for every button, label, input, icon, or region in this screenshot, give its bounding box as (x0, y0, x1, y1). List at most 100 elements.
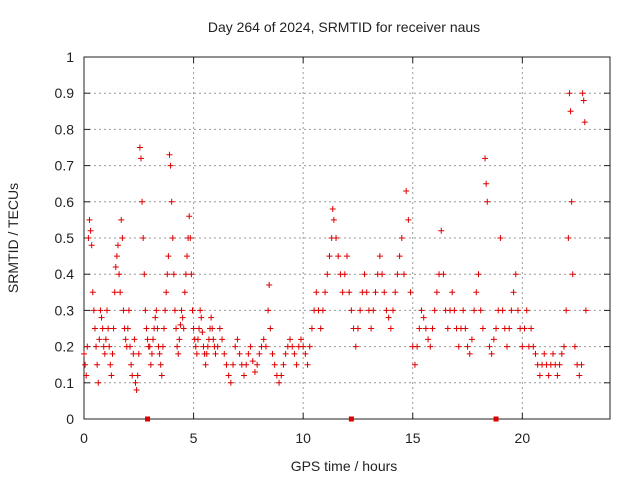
data-point (167, 162, 174, 169)
data-point (193, 350, 200, 357)
data-point (144, 336, 151, 343)
data-point (107, 361, 114, 368)
data-point (223, 361, 230, 368)
data-point (528, 325, 535, 332)
data-point (84, 343, 91, 350)
data-point (306, 343, 313, 350)
data-point (361, 271, 368, 278)
data-point (387, 325, 394, 332)
data-point (108, 372, 115, 379)
data-point (398, 235, 405, 241)
data-point (100, 343, 107, 350)
zero-marker (493, 416, 499, 422)
data-point (117, 289, 124, 296)
data-point (578, 361, 585, 368)
data-point (571, 343, 578, 350)
data-point (175, 350, 182, 357)
data-point (289, 343, 296, 350)
data-point (581, 119, 588, 126)
data-point (390, 307, 397, 314)
data-point (313, 289, 320, 296)
data-point (420, 314, 427, 321)
data-point (83, 372, 90, 379)
data-point (162, 307, 169, 314)
data-point (245, 350, 252, 357)
data-point (385, 314, 392, 321)
data-point (148, 350, 155, 357)
data-point (143, 325, 150, 332)
data-point (326, 253, 333, 260)
data-point (146, 343, 153, 350)
data-point (141, 271, 148, 278)
data-point (165, 253, 172, 260)
data-point (240, 372, 247, 379)
data-point (541, 350, 548, 357)
data-point (136, 144, 143, 151)
data-point (87, 227, 94, 234)
data-point (234, 336, 241, 343)
data-point (383, 307, 390, 314)
data-point (225, 372, 232, 379)
data-point (348, 307, 355, 314)
data-point (94, 361, 101, 368)
data-point (422, 325, 429, 332)
data-point (266, 282, 273, 289)
data-point (536, 372, 543, 379)
data-point (134, 372, 141, 379)
data-point (188, 271, 195, 278)
data-point (173, 325, 180, 332)
data-point (394, 271, 401, 278)
data-point (566, 90, 573, 97)
data-point (396, 253, 403, 260)
data-point (142, 307, 149, 314)
data-point (280, 361, 287, 368)
data-point (405, 216, 412, 223)
data-point (523, 307, 530, 314)
data-point (479, 325, 486, 332)
data-point (254, 361, 261, 368)
data-point (90, 307, 97, 314)
data-point (466, 350, 473, 357)
data-point (202, 361, 209, 368)
data-point (177, 321, 184, 328)
data-point (532, 350, 539, 357)
y-tick-label: 0.8 (55, 121, 75, 137)
data-point (139, 198, 146, 205)
data-point (580, 97, 587, 104)
data-point (370, 307, 377, 314)
data-point (101, 350, 108, 357)
data-point (196, 325, 203, 332)
x-tick-label: 10 (295, 430, 311, 446)
data-point (346, 289, 353, 296)
data-points (81, 90, 589, 422)
y-tick-label: 0.6 (55, 194, 75, 210)
data-point (269, 350, 276, 357)
data-point (199, 329, 206, 336)
data-point (189, 307, 196, 314)
data-point (512, 271, 519, 278)
data-point (521, 325, 528, 332)
data-point (130, 350, 137, 357)
data-point (133, 387, 140, 394)
y-tick-label: 0.2 (55, 339, 75, 355)
data-point (455, 343, 462, 350)
data-point (86, 216, 93, 223)
x-tick-label: 5 (190, 430, 198, 446)
data-point (368, 325, 375, 332)
data-point (176, 336, 183, 343)
data-point (208, 314, 215, 321)
data-point (352, 343, 359, 350)
y-tick-label: 0.9 (55, 85, 75, 101)
data-point (256, 350, 263, 357)
data-point (297, 336, 304, 343)
data-point (493, 325, 500, 332)
data-point (214, 343, 221, 350)
data-point (96, 336, 103, 343)
data-point (171, 307, 178, 314)
data-point (135, 350, 142, 357)
data-point (449, 289, 456, 296)
x-tick-label: 20 (515, 430, 531, 446)
data-point (451, 307, 458, 314)
data-point (109, 350, 116, 357)
data-point (319, 307, 326, 314)
